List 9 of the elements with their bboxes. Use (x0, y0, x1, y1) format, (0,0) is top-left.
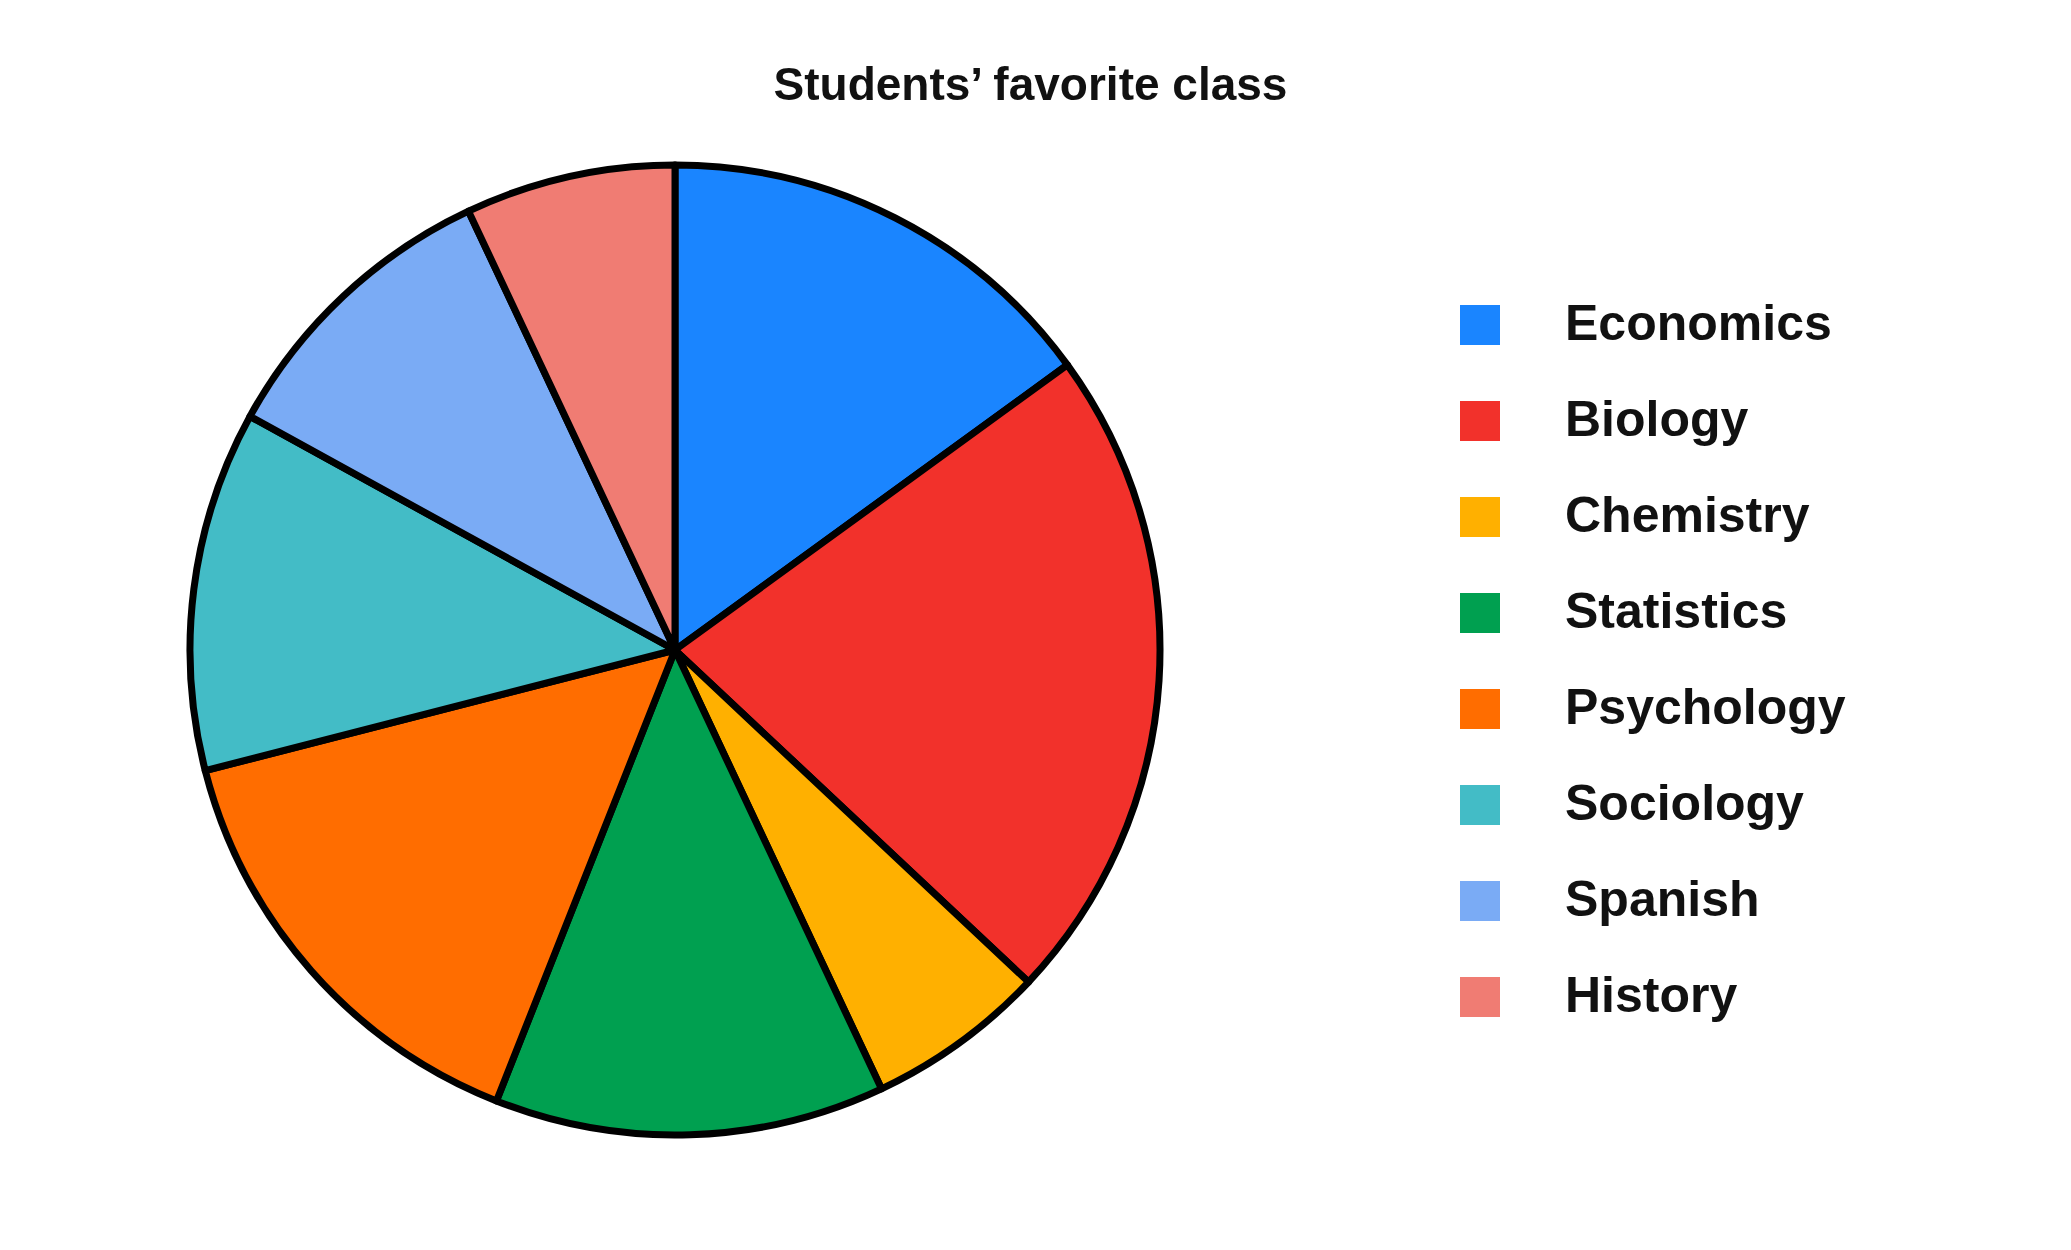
legend-label: Statistics (1565, 583, 1788, 639)
legend-label: History (1565, 967, 1738, 1023)
legend-label: Psychology (1565, 679, 1846, 735)
legend-label: Sociology (1565, 775, 1805, 831)
legend-label: Economics (1565, 295, 1832, 351)
chart-title: Students’ favorite class (773, 58, 1288, 110)
legend-label: Chemistry (1565, 487, 1810, 543)
legend-label: Spanish (1565, 871, 1760, 927)
legend-label: Biology (1565, 391, 1749, 447)
